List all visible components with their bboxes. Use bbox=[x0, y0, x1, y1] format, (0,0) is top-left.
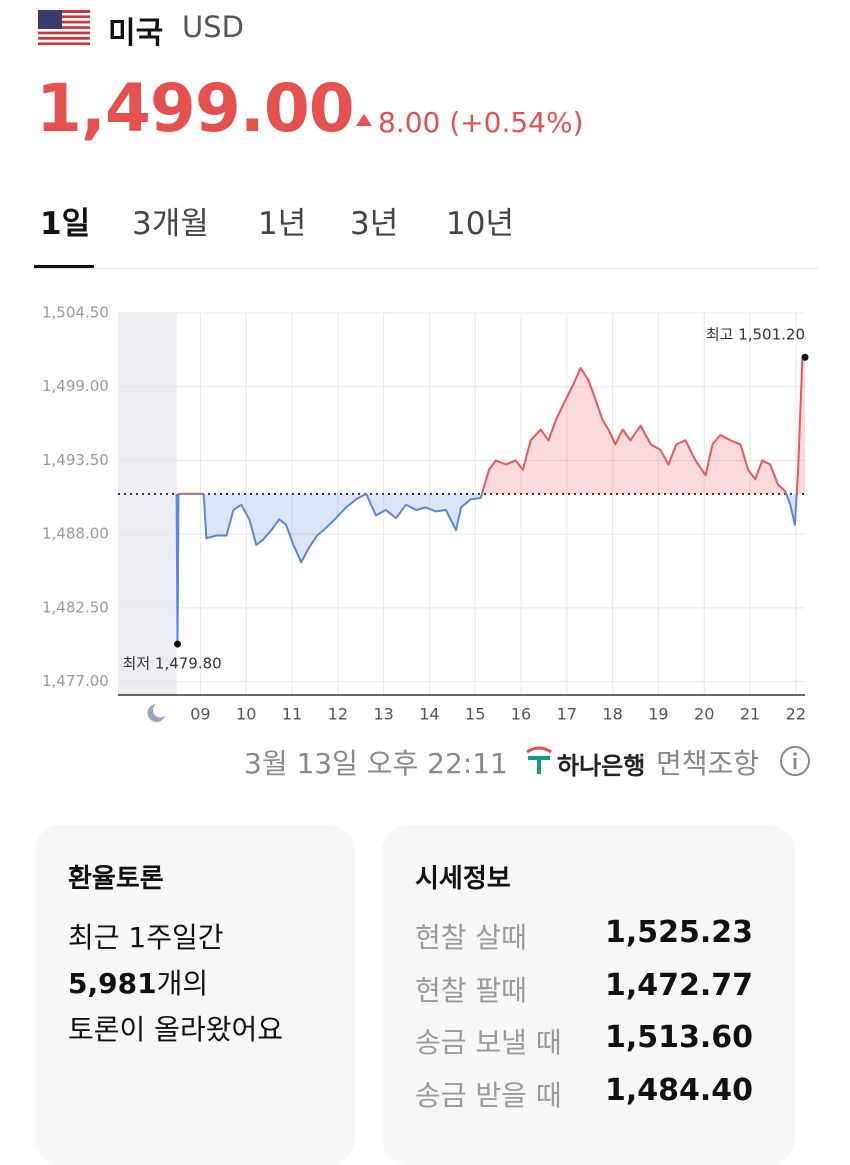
tab-divider bbox=[34, 268, 818, 269]
rate-label: 현찰 살때 bbox=[415, 921, 527, 954]
x-tick-label: 21 bbox=[740, 705, 760, 724]
discussion-count: 5,981 bbox=[68, 967, 157, 1000]
x-tick-label: 15 bbox=[465, 705, 485, 724]
x-tick-label: 11 bbox=[282, 705, 302, 724]
period-tab[interactable]: 3년 bbox=[350, 206, 399, 242]
x-tick-label: 19 bbox=[648, 705, 668, 724]
tab-underline bbox=[34, 265, 94, 268]
rate-value: 1,472.77 bbox=[605, 967, 754, 1003]
y-tick-label: 1,499.00 bbox=[42, 377, 109, 395]
rates-card bbox=[382, 825, 795, 1165]
night-icon bbox=[147, 704, 165, 722]
currency: USD bbox=[182, 10, 244, 44]
y-tick-label: 1,493.50 bbox=[42, 451, 109, 469]
rate-value: 1,484.40 bbox=[605, 1072, 754, 1108]
x-tick-label: 16 bbox=[511, 705, 531, 724]
info-icon[interactable] bbox=[779, 745, 811, 777]
x-tick-label: 18 bbox=[602, 705, 622, 724]
discussion-line: 토론이 올라왔어요 bbox=[68, 1013, 283, 1046]
y-tick-label: 1,488.00 bbox=[42, 525, 109, 543]
extreme-point bbox=[801, 353, 809, 361]
country: 미국 bbox=[108, 16, 164, 51]
x-tick-label: 09 bbox=[190, 705, 210, 724]
price: 1,499.00 bbox=[36, 70, 355, 147]
discussion-line: 최근 1주일간 bbox=[68, 921, 224, 954]
up-arrow bbox=[356, 114, 372, 126]
x-tick-label: 13 bbox=[373, 705, 393, 724]
y-tick-label: 1,477.00 bbox=[42, 672, 109, 690]
night-shade bbox=[118, 313, 177, 695]
area bbox=[176, 357, 806, 645]
period-tab[interactable]: 3개월 bbox=[132, 206, 209, 242]
x-tick-label: 14 bbox=[419, 705, 439, 724]
bank-logo bbox=[526, 746, 552, 774]
discussion-line: 5,981개의 bbox=[68, 962, 208, 1002]
rate-value: 1,513.60 bbox=[605, 1020, 754, 1055]
rates-title: 시세정보 bbox=[415, 864, 511, 894]
discussion-count-suffix: 개의 bbox=[156, 967, 209, 1000]
rate-label: 현찰 팔때 bbox=[415, 973, 527, 1007]
rate-label: 송금 받을 때 bbox=[415, 1078, 562, 1112]
us-flag bbox=[38, 10, 90, 45]
rate-value: 1,525.23 bbox=[605, 915, 754, 950]
y-tick-label: 1,504.50 bbox=[42, 304, 109, 322]
y-tick-label: 1,482.50 bbox=[42, 598, 109, 616]
period-tab[interactable]: 1년 bbox=[258, 206, 307, 242]
annotation: 최고 1,501.20 bbox=[706, 326, 805, 344]
period-tab[interactable]: 1일 bbox=[40, 206, 91, 242]
x-tick-label: 10 bbox=[236, 705, 256, 724]
x-tick-label: 20 bbox=[694, 705, 714, 724]
discussion-title: 환율토론 bbox=[68, 864, 164, 894]
chart: 1,477.00 1,482.50 1,488.00 1,493.50 1,499.00… bbox=[42, 304, 809, 724]
rate-label: 송금 보낼 때 bbox=[415, 1026, 562, 1059]
bank-name: 하나은행 bbox=[557, 752, 646, 780]
extreme-point bbox=[174, 640, 182, 648]
period-tab[interactable]: 10년 bbox=[446, 206, 514, 242]
timestamp: 3월 13일 오후 22:11 bbox=[244, 747, 508, 780]
annotation: 최저 1,479.80 bbox=[123, 655, 222, 673]
price-line bbox=[175, 356, 806, 646]
price-change: 8.00 (+0.54%) bbox=[378, 106, 584, 139]
x-tick-label: 17 bbox=[557, 705, 577, 724]
x-tick-label: 12 bbox=[328, 705, 348, 724]
discussion-card[interactable] bbox=[35, 825, 355, 1165]
disclaimer[interactable]: 면책조항 bbox=[656, 747, 760, 780]
x-tick-label: 22 bbox=[786, 705, 806, 724]
separator: · bbox=[638, 744, 646, 772]
